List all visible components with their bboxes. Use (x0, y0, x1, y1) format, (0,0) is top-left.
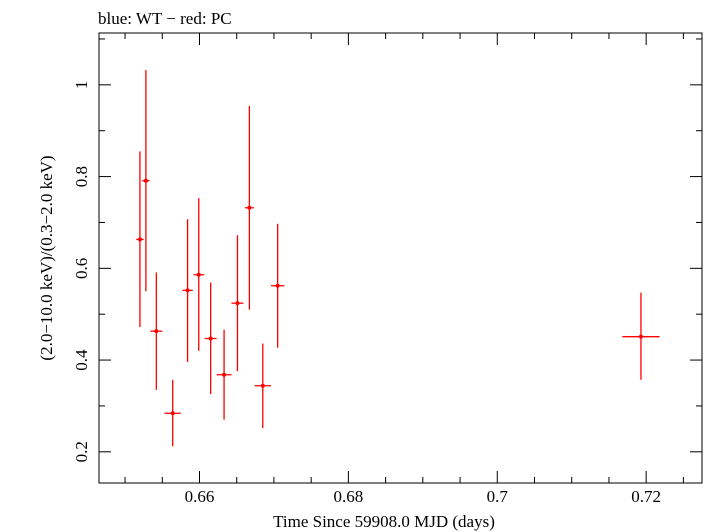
data-point (193, 198, 204, 351)
point-marker (137, 237, 142, 242)
plot-frame (98, 32, 703, 484)
point-marker (170, 411, 175, 416)
data-point (244, 105, 254, 310)
y-tick-label: 0.8 (72, 166, 91, 187)
point-marker (638, 334, 643, 339)
point-marker (154, 329, 159, 334)
point-marker (275, 283, 280, 288)
x-axis-label: Time Since 59908.0 MJD (days) (273, 512, 495, 531)
data-points (136, 70, 660, 447)
data-point (231, 235, 244, 372)
y-tick-label: 0.2 (72, 441, 91, 462)
data-point (142, 70, 150, 292)
data-point (216, 329, 232, 420)
data-point (622, 292, 660, 380)
data-point (136, 151, 144, 328)
data-point (254, 343, 271, 428)
point-marker (208, 336, 213, 341)
x-tick-label: 0.66 (185, 487, 215, 506)
point-marker (235, 301, 240, 306)
y-tick-label: 0.4 (72, 349, 91, 371)
point-marker (143, 178, 148, 183)
tick-labels: 0.66 0.68 0.7 0.72 0.2 0.4 0.6 0.8 1 (72, 81, 661, 506)
x-tick-label: 0.72 (631, 487, 661, 506)
point-marker (222, 372, 227, 377)
x-tick-label: 0.68 (334, 487, 364, 506)
data-point (182, 219, 193, 362)
axis-ticks (99, 33, 702, 483)
point-marker (185, 288, 190, 293)
point-marker (196, 272, 201, 277)
y-axis-label: (2.0−10.0 keV)/(0.3−2.0 keV) (37, 155, 56, 360)
y-tick-label: 0.6 (72, 258, 91, 279)
data-point (164, 379, 181, 447)
y-tick-label: 1 (72, 81, 91, 90)
chart-title: blue: WT − red: PC (98, 9, 232, 28)
x-tick-label: 0.7 (487, 487, 509, 506)
point-marker (260, 383, 265, 388)
data-point (150, 272, 163, 390)
data-point (270, 223, 285, 348)
data-point (204, 282, 217, 395)
point-marker (247, 205, 252, 210)
